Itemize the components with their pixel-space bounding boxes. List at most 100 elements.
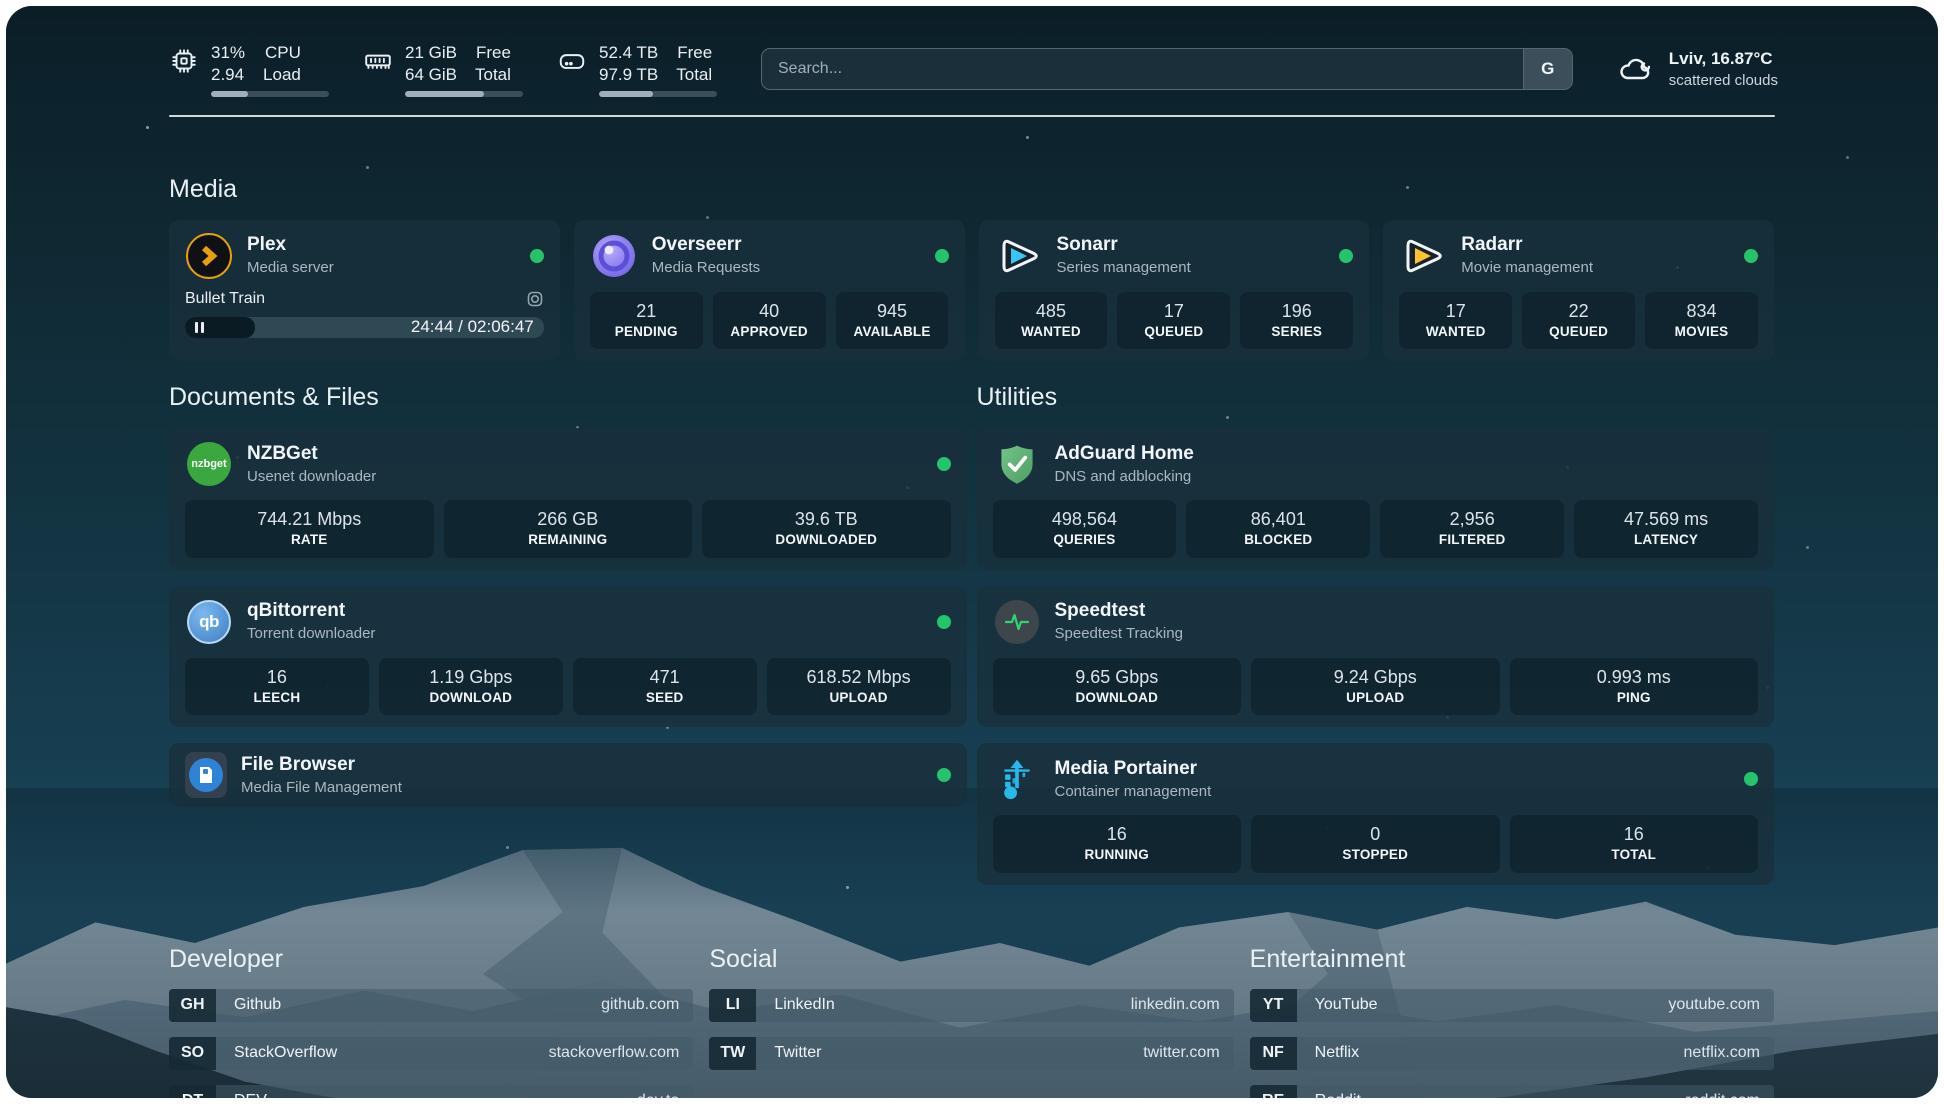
stat-box: 945 AVAILABLE (835, 291, 949, 350)
entertainment-section-title: Entertainment (1249, 944, 1406, 973)
overseerr-icon (590, 232, 638, 280)
portainer-card[interactable]: Media Portainer Container management 16 R… (976, 743, 1774, 885)
plex-card[interactable]: Plex Media server Bullet Train (169, 219, 560, 362)
stat-box: 9.24 Gbps UPLOAD (1251, 657, 1500, 716)
social-links: Social LI LinkedIn linkedin.com TW Twitt… (709, 944, 1234, 1098)
cpu-usage-value: 31% (211, 43, 246, 62)
link-tag: LI (709, 988, 757, 1022)
documents-column: Documents & Files nzbget NZBGet Usenet d… (169, 381, 967, 885)
link-row-github[interactable]: GH Github github.com (169, 988, 694, 1022)
link-row-stackoverflow[interactable]: SO StackOverflow stackoverflow.com (169, 1036, 694, 1070)
stat-box: 834 MOVIES (1645, 291, 1758, 350)
stat-box: 744.21 Mbps RATE (185, 500, 434, 558)
pause-icon[interactable] (195, 321, 204, 333)
disk-icon (559, 54, 585, 69)
stat-box: 16 LEECH (185, 657, 369, 716)
status-online-dot (936, 614, 951, 629)
link-tag: DT (169, 1084, 216, 1098)
search-input[interactable] (762, 49, 1523, 90)
stat-box: 618.52 Mbps UPLOAD (766, 657, 951, 716)
search-engine-button[interactable]: G (1522, 49, 1572, 90)
filebrowser-icon (185, 752, 227, 799)
stat-box: 21 PENDING (589, 291, 703, 350)
link-row-linkedin[interactable]: LI LinkedIn linkedin.com (709, 988, 1234, 1022)
developer-links: Developer GH Github github.com SO StackO… (169, 944, 694, 1098)
dashboard-window: 31% 2.94 CPU Load (6, 6, 1938, 1098)
status-online-dot (936, 768, 951, 783)
sonarr-card[interactable]: Sonarr Series management 485 WANTED 17 QUE… (978, 219, 1370, 362)
cpu-load-value: 2.94 (211, 64, 245, 84)
social-section-title: Social (709, 944, 778, 973)
link-tag: SO (169, 1036, 216, 1070)
status-online-dot (1744, 248, 1758, 263)
ram-total-value: 64 GiB (405, 64, 457, 84)
stat-box: 498,564 QUERIES (992, 500, 1177, 558)
ram-free-value: 21 GiB (405, 43, 457, 62)
service-name: Media Portainer (1054, 757, 1198, 779)
link-row-dev[interactable]: DT DEV dev.to (169, 1084, 694, 1098)
service-name: NZBGet (247, 442, 318, 464)
service-desc: Movie management (1461, 259, 1593, 277)
playback-progress-bar[interactable]: 24:44 / 02:06:47 (185, 316, 544, 338)
cloud-icon (1620, 59, 1650, 80)
link-row-youtube[interactable]: YT YouTube youtube.com (1249, 988, 1774, 1022)
stat-box: 16 TOTAL (1509, 815, 1758, 873)
stat-box: 9.65 Gbps DOWNLOAD (992, 657, 1241, 716)
service-name: Sonarr (1056, 234, 1118, 256)
now-playing-title: Bullet Train (185, 289, 266, 307)
link-tag: YT (1249, 988, 1297, 1022)
filebrowser-card[interactable]: File Browser Media File Management (169, 743, 967, 808)
service-desc: Media File Management (241, 778, 402, 796)
snow-particles (146, 126, 149, 129)
weather-widget: Lviv, 16.87°C scattered clouds (1615, 48, 1778, 90)
stat-box: 17 WANTED (1399, 291, 1513, 350)
service-name: qBittorrent (247, 600, 346, 622)
service-name: File Browser (241, 754, 356, 776)
developer-section-title: Developer (169, 944, 283, 973)
stat-box: 2,956 FILTERED (1380, 500, 1565, 558)
link-tag: NF (1249, 1036, 1297, 1070)
stat-box: 196 SERIES (1240, 291, 1354, 350)
service-name: Radarr (1461, 234, 1523, 256)
ram-total-label: Total (474, 64, 511, 84)
stat-box: 47.569 ms LATENCY (1574, 500, 1758, 558)
speedtest-icon (993, 598, 1041, 646)
topbar-divider (169, 114, 1775, 117)
stat-box: 40 APPROVED (712, 291, 826, 350)
service-desc: Media Requests (651, 259, 761, 277)
stat-box: 17 QUEUED (1117, 291, 1231, 350)
utilities-section-title: Utilities (976, 383, 1058, 412)
media-section-title: Media (169, 174, 238, 203)
search-bar[interactable]: G (761, 48, 1573, 91)
stat-box: 16 RUNNING (992, 815, 1241, 873)
plex-icon (185, 232, 233, 280)
documents-section-title: Documents & Files (169, 383, 379, 412)
stat-box: 485 WANTED (994, 291, 1108, 350)
link-row-twitter[interactable]: TW Twitter twitter.com (709, 1036, 1234, 1070)
stat-box: 471 SEED (572, 657, 757, 716)
adguard-card[interactable]: AdGuard Home DNS and adblocking 498,564 Q… (976, 428, 1774, 570)
stat-box: 0.993 ms PING (1509, 657, 1758, 716)
ram-stat: 21 GiB 64 GiB Free Total (363, 42, 523, 97)
qbittorrent-card[interactable]: qb qBittorrent Torrent downloader 16 LEEC… (169, 585, 967, 728)
weather-condition: scattered clouds (1668, 71, 1778, 89)
radarr-card[interactable]: Radarr Movie management 17 WANTED 22 QUEUE… (1383, 219, 1774, 362)
cpu-icon (172, 49, 196, 73)
nzbget-card[interactable]: nzbget NZBGet Usenet downloader 744.21 M… (169, 428, 967, 570)
portainer-icon (993, 755, 1041, 803)
overseerr-card[interactable]: Overseerr Media Requests 21 PENDING 40 APP… (573, 219, 965, 362)
link-row-reddit[interactable]: RE Reddit reddit.com (1249, 1084, 1774, 1098)
link-tag: TW (709, 1036, 757, 1070)
status-online-dot (1744, 772, 1758, 787)
ram-icon (365, 54, 391, 69)
cpu-progress-bar (211, 90, 329, 97)
weather-location-temp: Lviv, 16.87°C (1668, 49, 1773, 69)
speedtest-card[interactable]: Speedtest Speedtest Tracking 9.65 Gbps DO… (976, 585, 1774, 728)
session-settings-icon[interactable] (526, 290, 544, 308)
status-online-dot (936, 457, 951, 472)
ram-free-label: Free (475, 43, 511, 62)
service-desc: Torrent downloader (247, 625, 376, 643)
service-desc: Usenet downloader (247, 467, 377, 485)
link-row-netflix[interactable]: NF Netflix netflix.com (1249, 1036, 1774, 1070)
service-desc: Container management (1054, 782, 1212, 800)
